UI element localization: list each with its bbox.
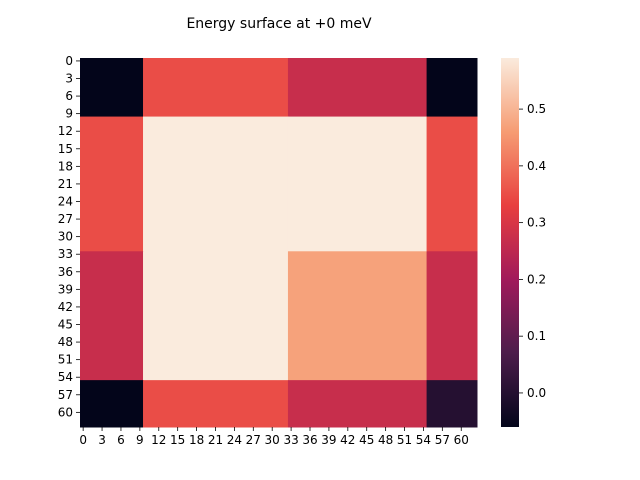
heatmap-cell (287, 380, 428, 428)
y-tick-label: 12 (58, 124, 73, 138)
x-tick-label: 24 (227, 433, 242, 447)
y-tick-label: 45 (58, 318, 73, 332)
heatmap-cell (287, 116, 428, 252)
x-tick-label: 0 (79, 433, 87, 447)
x-tick-label: 42 (340, 433, 355, 447)
x-tick-label: 36 (302, 433, 317, 447)
y-tick-label: 33 (58, 247, 73, 261)
heatmap-cell (287, 58, 428, 118)
y-tick-label: 36 (58, 265, 73, 279)
heatmap-cell (426, 58, 478, 118)
colorbar-tick-label: 0.1 (527, 329, 546, 343)
y-tick-label: 15 (58, 142, 73, 156)
x-tick-label: 54 (416, 433, 431, 447)
x-axis: 0 3 6 9 12 15 18 21 24 27 30 33 36 39 42 45 48 51 54 57 60 (79, 427, 469, 447)
colorbar-tick-label: 0.5 (527, 102, 546, 116)
y-tick-label: 24 (58, 195, 73, 209)
heatmap-cell (80, 251, 144, 381)
x-tick-label: 60 (454, 433, 469, 447)
x-tick-label: 18 (189, 433, 204, 447)
x-tick-label: 30 (265, 433, 280, 447)
heatmap-cell (426, 380, 478, 428)
heatmap-cells (80, 58, 478, 428)
y-tick-label: 39 (58, 282, 73, 296)
x-tick-label: 3 (98, 433, 106, 447)
heatmap-cell (80, 116, 144, 252)
y-tick-label: 57 (58, 388, 73, 402)
y-tick-label: 60 (58, 405, 73, 419)
heatmap-cell (80, 380, 144, 428)
y-tick-label: 0 (65, 54, 73, 68)
colorbar-tick-label: 0.0 (527, 386, 546, 400)
y-tick-label: 9 (65, 107, 73, 121)
heatmap-cell (143, 58, 289, 118)
heatmap-cell (426, 116, 478, 252)
y-tick-label: 27 (58, 212, 73, 226)
x-tick-label: 21 (208, 433, 223, 447)
x-tick-label: 33 (283, 433, 298, 447)
colorbar-tick-label: 0.4 (527, 159, 546, 173)
x-tick-label: 27 (246, 433, 261, 447)
y-tick-label: 51 (58, 353, 73, 367)
y-tick-label: 30 (58, 230, 73, 244)
heatmap-cell (287, 251, 428, 381)
y-tick-label: 48 (58, 335, 73, 349)
y-tick-label: 21 (58, 177, 73, 191)
y-tick-label: 54 (58, 370, 73, 384)
heatmap-cell (143, 251, 289, 381)
heatmap-cell (143, 380, 289, 428)
colorbar (501, 58, 519, 427)
y-tick-label: 42 (58, 300, 73, 314)
x-tick-label: 45 (359, 433, 374, 447)
x-tick-label: 57 (435, 433, 450, 447)
colorbar-axis: 0.0 0.1 0.2 0.3 0.4 0.5 (519, 102, 546, 400)
heatmap-cell (80, 58, 144, 118)
colorbar-tick-label: 0.2 (527, 272, 546, 286)
x-tick-label: 9 (136, 433, 144, 447)
chart-title: Energy surface at +0 meV (186, 16, 372, 32)
y-tick-label: 18 (58, 159, 73, 173)
x-tick-label: 15 (170, 433, 185, 447)
y-tick-label: 6 (65, 89, 73, 103)
x-tick-label: 12 (151, 433, 166, 447)
y-tick-label: 3 (65, 72, 73, 86)
x-tick-label: 6 (117, 433, 125, 447)
heatmap-cell (143, 116, 289, 252)
x-tick-label: 48 (378, 433, 393, 447)
x-tick-label: 39 (321, 433, 336, 447)
x-tick-label: 51 (397, 433, 412, 447)
colorbar-tick-label: 0.3 (527, 216, 546, 230)
heatmap-cell (426, 251, 478, 381)
